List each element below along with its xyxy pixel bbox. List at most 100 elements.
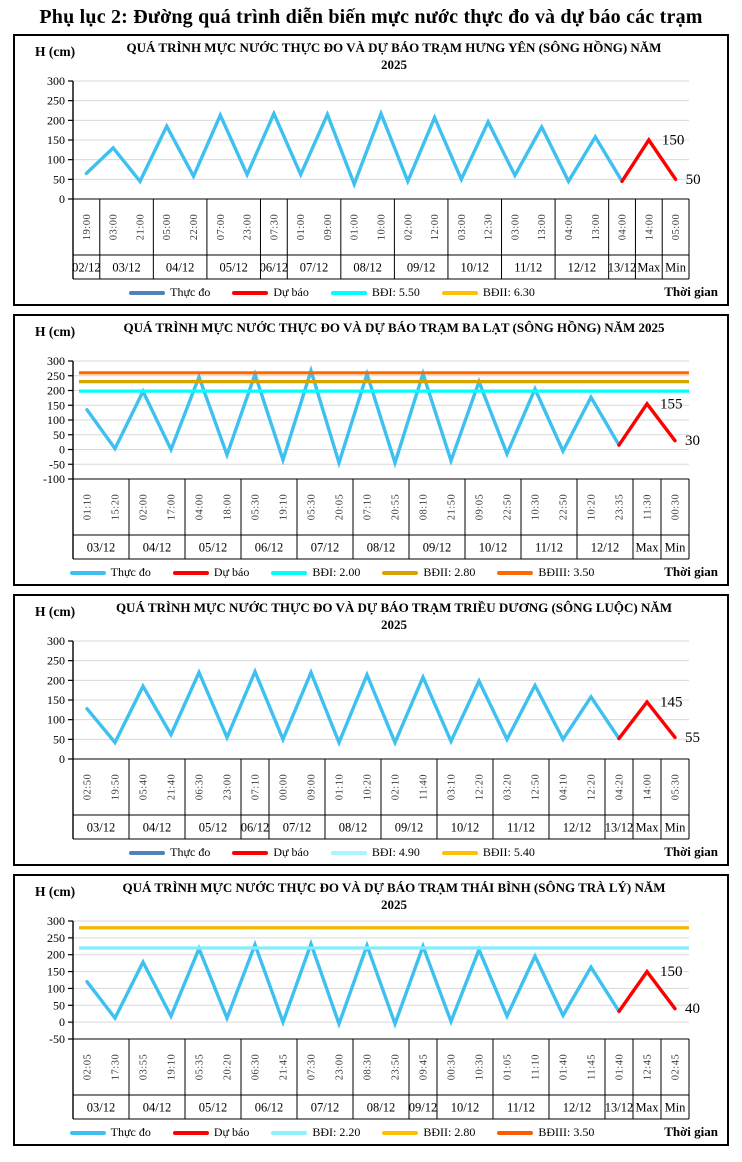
y-tick-label: -100: [43, 472, 65, 486]
date-label: 05/12: [199, 821, 227, 835]
date-label: 07/12: [300, 261, 328, 275]
y-tick-label: 250: [47, 369, 65, 383]
time-label: 03:10: [447, 774, 458, 800]
time-label: 17:00: [167, 494, 178, 520]
y-tick-label: 50: [53, 732, 65, 746]
max-value-annotation: 145: [660, 694, 683, 710]
date-label: 08/12: [367, 1101, 395, 1115]
legend-item: Dự báo: [172, 565, 249, 580]
time-label: 18:00: [223, 494, 234, 520]
legend-item: Dự báo: [172, 1125, 250, 1140]
y-tick-label: 100: [47, 413, 65, 427]
time-label: 21:45: [279, 1054, 290, 1080]
time-label: 02:00: [403, 214, 414, 240]
date-label: 02/12: [72, 261, 100, 275]
time-label: 10:00: [377, 214, 388, 240]
legend-label: Dự báo: [213, 1125, 250, 1139]
legend-item: Dự báo: [232, 285, 309, 300]
legend-label: BĐIII: 3.50: [538, 1125, 595, 1139]
time-label: 12:00: [430, 214, 441, 240]
date-label: 10/12: [451, 821, 479, 835]
legend-label: BĐII: 5.40: [482, 845, 535, 859]
date-label: 12/12: [563, 1101, 591, 1115]
y-tick-label: 0: [59, 192, 65, 206]
date-label: 13/12: [608, 261, 636, 275]
date-label: 04/12: [143, 1101, 171, 1115]
time-label: 19:10: [167, 1054, 178, 1080]
legend-line-swatch: [69, 1130, 106, 1135]
time-label: 17:30: [111, 1054, 122, 1080]
min-value-annotation: 40: [685, 1001, 700, 1017]
time-label: 02:05: [83, 1054, 94, 1080]
date-label: Max: [636, 1101, 660, 1115]
time-label: 23:00: [223, 774, 234, 800]
legend-line-swatch: [69, 570, 106, 575]
chart-panel-tram-thai-binh: H (cm) QUÁ TRÌNH MỰC NƯỚC THỰC ĐO VÀ DỰ B…: [13, 874, 729, 1146]
y-axis-unit-label: H (cm): [35, 44, 76, 59]
observed-series-line: [85, 938, 621, 1029]
date-label: 06/12: [260, 261, 288, 275]
date-label: 07/12: [311, 1101, 339, 1115]
chart-legend: Thực đo Dự báo BĐI: 5.50 BĐII: 6.30 Thời gia…: [15, 281, 727, 304]
time-label: 20:05: [335, 494, 346, 520]
y-tick-label: 300: [47, 356, 65, 368]
date-label: 03/12: [87, 541, 115, 555]
chart-plot-tram-thai-binh: -50 0 50 100 150 200 250 300 03/12 04/12 05/12 06/1…: [47, 916, 700, 1120]
date-label: 05/12: [199, 541, 227, 555]
time-label: 07:00: [216, 214, 227, 240]
legend-label: BĐIII: 3.50: [538, 565, 595, 579]
y-axis-unit-label: H (cm): [35, 884, 76, 899]
time-label: 22:50: [503, 494, 514, 520]
chart-header: H (cm) QUÁ TRÌNH MỰC NƯỚC THỰC ĐO VÀ DỰ B…: [15, 36, 727, 76]
date-label: 06/12: [255, 1101, 283, 1115]
legend-item: BĐII: 5.40: [441, 845, 535, 860]
time-label: 00:30: [671, 494, 682, 520]
chart-header: H (cm) QUÁ TRÌNH MỰC NƯỚC THỰC ĐO VÀ DỰ B…: [15, 596, 727, 636]
y-tick-label: 300: [47, 636, 65, 648]
legend-item: BĐIII: 3.50: [497, 1125, 594, 1140]
time-label: 07:10: [363, 494, 374, 520]
time-label: 23:00: [335, 1054, 346, 1080]
y-tick-label: 200: [47, 673, 65, 687]
y-tick-label: 250: [47, 94, 65, 108]
date-label: 05/12: [219, 261, 247, 275]
time-label: 19:50: [111, 774, 122, 800]
date-label: 08/12: [353, 261, 381, 275]
time-label: 21:00: [135, 214, 146, 240]
y-tick-label: 300: [47, 76, 65, 88]
y-tick-label: 50: [53, 998, 65, 1012]
date-label: Min: [665, 821, 687, 835]
legend-label: Thực đo: [170, 285, 211, 299]
legend-line-swatch: [441, 290, 478, 295]
legend-line-swatch: [330, 850, 367, 855]
time-label: 23:35: [615, 494, 626, 520]
time-label: 19:00: [82, 214, 93, 240]
date-label: 04/12: [166, 261, 194, 275]
forecast-series-line: [617, 968, 677, 1014]
time-label: 12:50: [531, 774, 542, 800]
chart-plot-tram-trieu-duong: 0 50 100 150 200 250 300 03/12 04/12 05/12 06/12 07…: [47, 636, 700, 840]
y-tick-label: 0: [59, 752, 65, 766]
chart-header: H (cm) QUÁ TRÌNH MỰC NƯỚC THỰC ĐO VÀ DỰ B…: [15, 316, 727, 356]
date-label: Min: [665, 541, 687, 555]
legend-item: BĐI: 4.90: [330, 845, 420, 860]
legend-label: BĐI: 5.50: [371, 285, 420, 299]
date-label: 08/12: [339, 821, 367, 835]
legend-label: Thực đo: [110, 1125, 151, 1139]
y-tick-label: 250: [47, 931, 65, 945]
time-label: 08:10: [419, 494, 430, 520]
date-label: 03/12: [87, 1101, 115, 1115]
forecast-series-line: [617, 699, 677, 741]
date-label: 12/12: [591, 541, 619, 555]
time-label: 22:50: [559, 494, 570, 520]
time-label: 14:00: [643, 774, 654, 800]
max-value-annotation: 155: [660, 396, 683, 412]
y-tick-label: 150: [47, 133, 65, 147]
legend-line-swatch: [129, 290, 166, 295]
time-label: 04:00: [564, 214, 575, 240]
time-label: 01:40: [615, 1054, 626, 1080]
legend-item: BĐI: 2.00: [271, 565, 360, 580]
date-label: 09/12: [423, 541, 451, 555]
legend-item: Thực đo: [69, 565, 151, 580]
